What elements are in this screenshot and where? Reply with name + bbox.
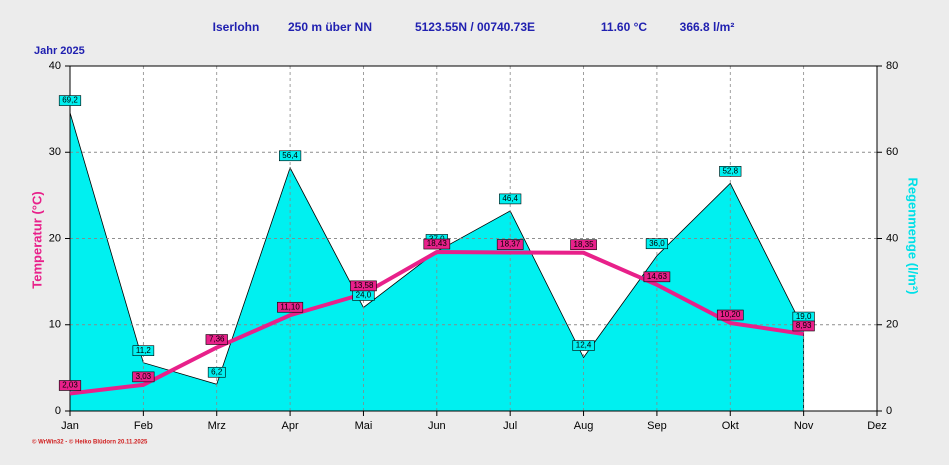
y2-tick-label: 60 xyxy=(886,146,898,158)
value-label: 19,0 xyxy=(796,312,812,321)
x-tick-label: Apr xyxy=(282,420,299,432)
x-tick-label: Jan xyxy=(61,420,79,432)
y-tick-label: 40 xyxy=(49,60,61,72)
header-station: Iserlohn xyxy=(213,20,260,34)
value-label: 69,2 xyxy=(62,96,78,105)
value-label-box xyxy=(58,95,82,106)
x-tick-label: Mrz xyxy=(208,420,226,432)
value-label: 11,2 xyxy=(136,346,152,355)
x-tick-label: Okt xyxy=(722,420,739,432)
value-label-box xyxy=(279,150,302,162)
value-label-box xyxy=(58,380,82,391)
header-altitude: 250 m über NN xyxy=(288,20,372,34)
value-label: 18,43 xyxy=(427,239,448,248)
value-label: 13,58 xyxy=(353,281,374,290)
value-label: 36,0 xyxy=(649,239,665,248)
y2-axis-label: Regenmenge (l/m²) xyxy=(906,177,921,294)
y-tick-label: 20 xyxy=(49,232,61,244)
temperature-line xyxy=(69,250,804,396)
header-rain: 366.8 l/m² xyxy=(680,20,735,34)
y-tick-label: 10 xyxy=(49,319,61,331)
value-label-box xyxy=(205,334,228,345)
value-label: 8,93 xyxy=(796,321,812,330)
value-label: 18,37 xyxy=(500,240,521,249)
x-tick-label: Sep xyxy=(647,420,667,432)
value-label-box xyxy=(643,271,671,283)
value-label-box xyxy=(792,320,815,332)
value-label: 10,20 xyxy=(720,310,741,319)
value-label-box xyxy=(132,345,155,357)
value-label-box xyxy=(719,166,742,177)
value-label-box xyxy=(132,371,155,383)
value-label: 3,03 xyxy=(136,372,152,381)
x-tick-label: Dez xyxy=(867,420,887,432)
value-label-box xyxy=(496,239,524,250)
value-label: 12,4 xyxy=(576,341,592,350)
y2-tick-label: 40 xyxy=(886,232,898,244)
value-label-box xyxy=(350,280,377,292)
y2-tick-label: 0 xyxy=(886,405,892,417)
value-label: 24,0 xyxy=(356,291,372,300)
rain-area xyxy=(69,112,805,412)
value-label-box xyxy=(207,366,226,378)
value-label-box xyxy=(499,193,522,205)
header-coords: 5123.55N / 00740.73E xyxy=(415,20,535,34)
x-tick-label: Mai xyxy=(355,420,373,432)
value-label: 7,36 xyxy=(209,335,225,344)
x-tick-label: Nov xyxy=(794,420,814,432)
y2-tick-label: 80 xyxy=(886,60,898,72)
chart-title: Jahr 2025 xyxy=(34,45,85,57)
header-temp: 11.60 °C xyxy=(601,20,648,34)
value-label-box xyxy=(277,301,304,313)
x-tick-label: Feb xyxy=(134,420,153,432)
x-tick-label: Jul xyxy=(503,420,517,432)
y-tick-label: 0 xyxy=(55,405,61,417)
value-label-box xyxy=(423,238,451,250)
x-tick-label: Jun xyxy=(428,420,446,432)
value-label-box xyxy=(645,238,668,250)
value-label: 56,4 xyxy=(282,151,298,160)
value-label-box xyxy=(570,239,597,251)
y-tick-label: 30 xyxy=(49,146,61,158)
value-label-box xyxy=(716,309,744,321)
x-tick-label: Aug xyxy=(574,420,594,432)
y2-tick-label: 20 xyxy=(886,319,898,331)
value-label: 46,4 xyxy=(502,194,518,203)
value-label: 6,2 xyxy=(211,367,223,376)
value-label: 11,10 xyxy=(280,302,300,311)
y-axis-label: Temperatur (°C) xyxy=(29,191,44,288)
value-label: 52,8 xyxy=(722,166,738,175)
footer: © WrWin32 - © Heiko Blüdorn 20.11.2025 xyxy=(32,439,148,446)
value-label: 18,35 xyxy=(574,240,595,249)
value-label: 14,63 xyxy=(647,272,668,281)
value-label-box xyxy=(572,340,595,351)
value-label: 2,03 xyxy=(62,381,78,390)
